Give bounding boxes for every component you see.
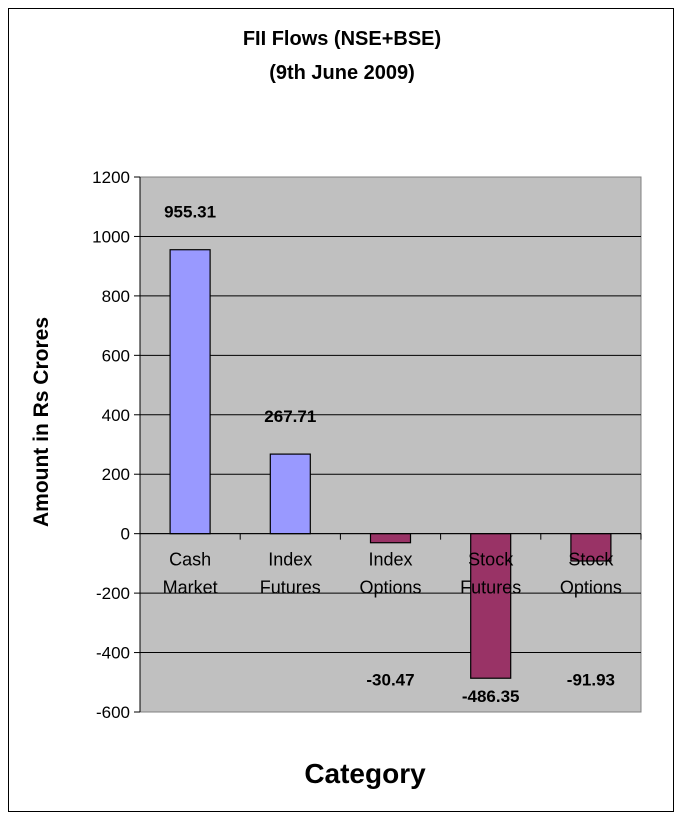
category-label: Stock (568, 550, 614, 570)
category-labels: Cash Market Index Futures Index Options Stock F… (163, 550, 622, 598)
bar (169, 249, 211, 535)
data-label: -30.47 (366, 671, 414, 690)
data-labels: 955.31 267.71 -30.47 -486.35 -91.93 (164, 203, 615, 706)
category-label: Options (359, 578, 421, 598)
category-label: Cash (169, 550, 211, 570)
bar (570, 533, 612, 562)
category-label: Index (268, 550, 312, 570)
data-label: -91.93 (567, 671, 615, 690)
y-tick-label: 1000 (92, 227, 130, 246)
axes (134, 176, 642, 713)
y-tick-label: -400 (96, 644, 130, 663)
y-tick-label: 200 (102, 465, 130, 484)
y-tick-label: 800 (102, 287, 130, 306)
chart-title: FII Flows (NSE+BSE) (242, 28, 442, 50)
data-label: 267.71 (264, 407, 316, 426)
bar (269, 453, 311, 535)
category-label: Market (163, 578, 218, 598)
bars (169, 249, 612, 679)
category-label: Options (560, 578, 622, 598)
bar (369, 533, 412, 544)
y-tick-label: 1200 (92, 168, 130, 187)
plot-area (139, 176, 642, 713)
category-label: Futures (260, 578, 321, 598)
x-axis-title: Category (304, 758, 426, 789)
y-tick-label: 0 (121, 525, 130, 544)
y-tick-label: 400 (102, 406, 130, 425)
y-tick-label: -600 (96, 703, 130, 722)
category-label: Futures (460, 578, 521, 598)
data-label: 955.31 (164, 203, 216, 222)
chart-subtitle: (9th June 2009) (269, 62, 415, 84)
data-label: -486.35 (462, 687, 520, 706)
y-tick-label: -200 (96, 584, 130, 603)
bar (470, 533, 512, 679)
category-label: Index (368, 550, 412, 570)
y-tick-label: 600 (102, 346, 130, 365)
y-tick-labels: 1200 1000 800 600 400 200 0 -200 -400 -600 (92, 168, 130, 722)
y-axis-title: Amount in Rs Crores (30, 316, 53, 528)
category-label: Stock (468, 550, 514, 570)
